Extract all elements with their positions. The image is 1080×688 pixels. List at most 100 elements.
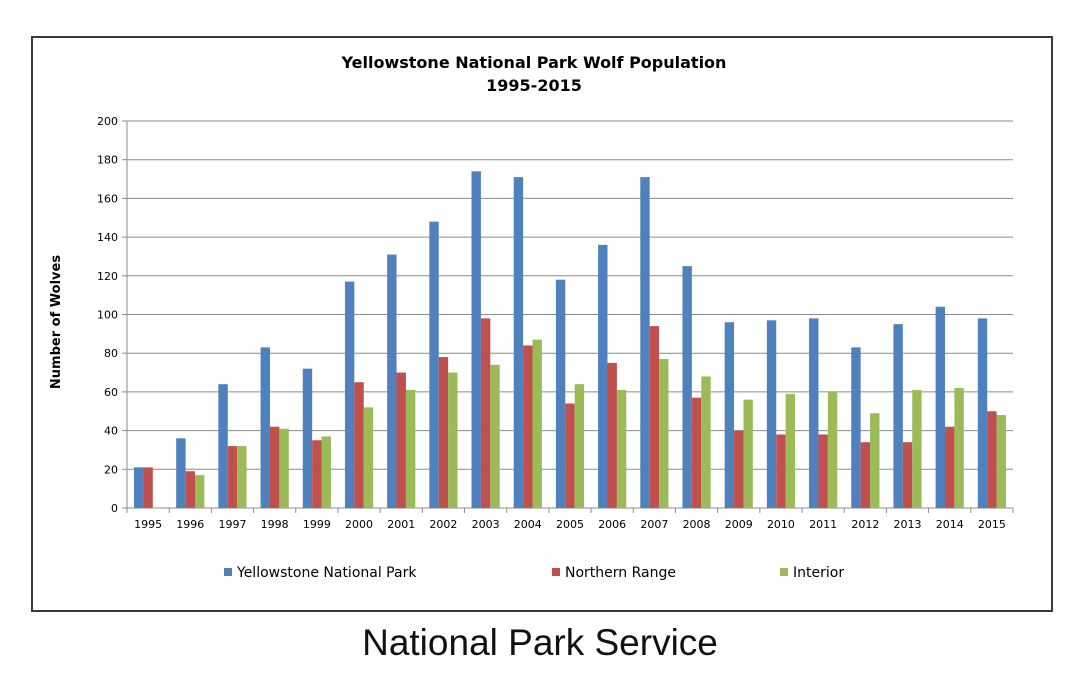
legend-swatch-northern-range: [552, 568, 560, 576]
bar-interior-2001: [405, 389, 416, 508]
bar-yellowstone-national-park-2000: [344, 281, 355, 508]
bar-northern-range-2006: [607, 362, 617, 508]
y-tick-label: 80: [104, 347, 118, 360]
bar-northern-range-2000: [354, 382, 364, 508]
bar-yellowstone-national-park-2014: [935, 306, 946, 508]
bar-interior-2004: [532, 339, 542, 508]
y-tick-label: 60: [104, 386, 118, 399]
bar-yellowstone-national-park-2001: [387, 254, 397, 508]
y-tick-label: 180: [97, 154, 118, 167]
bar-interior-2006: [616, 389, 627, 508]
x-tick-label: 1999: [303, 518, 331, 531]
x-tick-label: 2000: [345, 518, 373, 531]
bar-interior-1999: [321, 436, 331, 508]
bar-northern-range-2014: [945, 426, 955, 508]
bar-yellowstone-national-park-2009: [724, 322, 735, 508]
y-tick-label: 160: [97, 192, 118, 205]
x-tick-label: 2010: [767, 518, 795, 531]
y-tick-label: 200: [97, 115, 118, 128]
bar-interior-2009: [743, 399, 753, 508]
bar-interior-2002: [448, 372, 458, 508]
legend-label-interior: Interior: [793, 565, 844, 581]
x-tick-label: 2004: [514, 518, 542, 531]
bar-yellowstone-national-park-1998: [260, 347, 270, 508]
bar-interior-2007: [659, 359, 669, 508]
bar-yellowstone-national-park-2003: [471, 171, 481, 508]
chart-frame: Yellowstone National Park Wolf Populatio…: [31, 36, 1053, 612]
bar-northern-range-2012: [860, 442, 871, 508]
bar-northern-range-2002: [438, 357, 449, 508]
bar-interior-2015: [996, 415, 1007, 508]
x-tick-label: 2007: [640, 518, 668, 531]
x-tick-label: 2011: [809, 518, 837, 531]
x-tick-label: 1997: [218, 518, 246, 531]
bar-northern-range-2013: [902, 442, 913, 508]
x-tick-label: 2008: [683, 518, 711, 531]
x-tick-label: 2001: [387, 518, 415, 531]
bar-interior-2010: [785, 393, 796, 508]
bar-northern-range-1996: [185, 471, 195, 508]
bar-yellowstone-national-park-2002: [429, 221, 439, 508]
bar-interior-2000: [363, 407, 374, 508]
bar-northern-range-2007: [649, 326, 660, 508]
x-tick-label: 2014: [936, 518, 964, 531]
bar-interior-1998: [279, 428, 289, 508]
bar-interior-2011: [827, 391, 838, 508]
bar-interior-2012: [870, 413, 880, 508]
bar-northern-range-2009: [734, 430, 744, 508]
bar-yellowstone-national-park-2004: [513, 177, 524, 509]
x-tick-label: 1996: [176, 518, 204, 531]
y-tick-label: 0: [111, 502, 118, 515]
bar-yellowstone-national-park-1996: [176, 438, 186, 508]
bar-yellowstone-national-park-2013: [893, 324, 903, 508]
bar-northern-range-1995: [143, 467, 153, 508]
x-axis-ticks: 1995 1996 1997 1998 1999 2000 2001 2002 2003 2004…: [126, 508, 1014, 531]
bar-yellowstone-national-park-1997: [218, 384, 228, 508]
bar-northern-range-2003: [480, 318, 491, 508]
bar-northern-range-2004: [523, 345, 533, 508]
x-tick-label: 2013: [894, 518, 922, 531]
bar-interior-2014: [954, 388, 964, 508]
bar-yellowstone-national-park-2011: [809, 318, 819, 508]
chart: Yellowstone National Park Wolf Populatio…: [49, 53, 1014, 581]
x-tick-label: 1998: [261, 518, 289, 531]
bar-interior-1997: [237, 446, 247, 508]
bar-northern-range-1998: [269, 426, 280, 508]
x-tick-label: 2005: [556, 518, 584, 531]
legend-label-northern-range: Northern Range: [565, 565, 676, 581]
x-tick-label: 2002: [429, 518, 457, 531]
chart-subtitle: 1995-2015: [486, 76, 582, 95]
y-axis-ticks: 0 20 40 60 80 100 120 140 160 180 200: [97, 115, 128, 515]
bar-yellowstone-national-park-1995: [133, 467, 144, 508]
legend-swatch-yellowstone-national-park: [224, 568, 232, 576]
bar-yellowstone-national-park-2015: [977, 318, 988, 508]
chart-title: Yellowstone National Park Wolf Populatio…: [341, 53, 727, 72]
bar-yellowstone-national-park-2010: [766, 320, 777, 508]
legend-swatch-interior: [780, 568, 788, 576]
x-tick-label: 2006: [598, 518, 626, 531]
x-tick-label: 2012: [851, 518, 879, 531]
bar-northern-range-2011: [818, 434, 828, 508]
y-axis-label: Number of Wolves: [49, 255, 64, 389]
bar-interior-1996: [194, 475, 205, 508]
y-tick-label: 20: [104, 463, 118, 476]
y-tick-label: 140: [97, 231, 118, 244]
bars: [133, 171, 1007, 509]
bar-northern-range-1999: [312, 440, 322, 508]
bar-northern-range-2015: [987, 411, 997, 508]
y-tick-label: 100: [97, 309, 118, 322]
legend-label-yellowstone-national-park: Yellowstone National Park: [236, 565, 417, 581]
bar-interior-2003: [490, 364, 500, 508]
bar-yellowstone-national-park-2008: [682, 266, 692, 508]
caption: National Park Service: [362, 622, 718, 663]
bar-northern-range-2005: [565, 403, 575, 508]
bar-northern-range-1997: [227, 446, 238, 508]
bar-yellowstone-national-park-2007: [640, 177, 650, 509]
bar-northern-range-2010: [776, 434, 786, 508]
bar-yellowstone-national-park-2012: [851, 347, 861, 508]
x-tick-label: 2015: [978, 518, 1006, 531]
bar-yellowstone-national-park-2006: [598, 244, 608, 508]
bar-yellowstone-national-park-1999: [302, 368, 313, 508]
y-tick-label: 120: [97, 270, 118, 283]
x-tick-label: 2003: [472, 518, 500, 531]
